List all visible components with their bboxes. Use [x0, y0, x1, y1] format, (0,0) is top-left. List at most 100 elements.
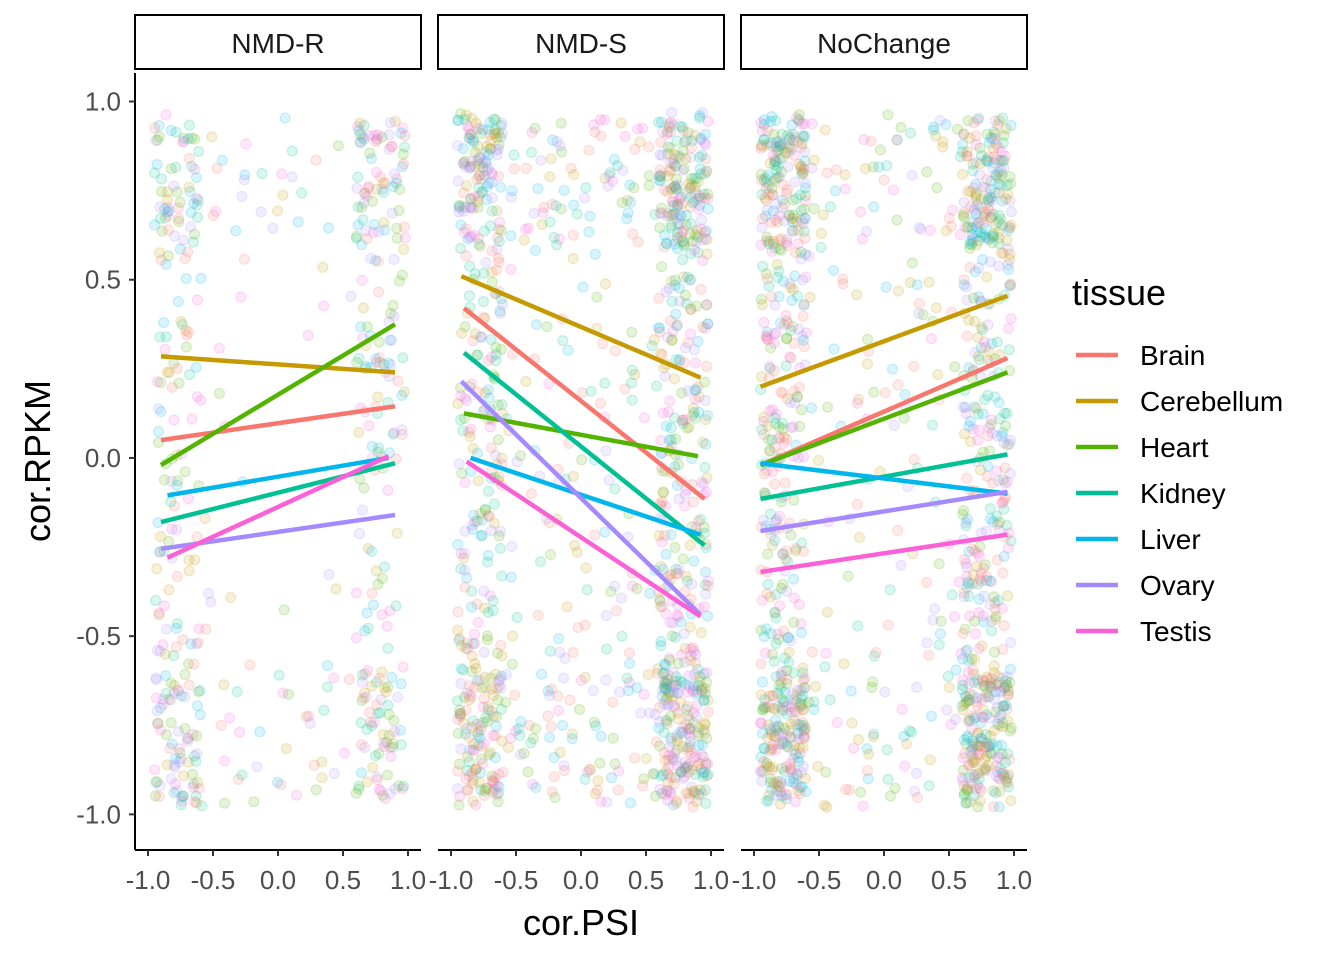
- scatter-point: [514, 748, 527, 761]
- scatter-point: [590, 720, 602, 732]
- scatter-point: [366, 680, 378, 692]
- scatter-point: [548, 771, 560, 783]
- scatter-point: [700, 153, 712, 165]
- scatter-point: [996, 739, 1008, 752]
- scatter-point: [548, 231, 560, 243]
- scatter-point: [905, 127, 917, 139]
- scatter-point: [661, 674, 674, 686]
- scatter-point: [183, 152, 195, 164]
- scatter-point: [388, 427, 400, 439]
- scatter-point: [684, 328, 697, 340]
- scatter-point: [973, 354, 985, 366]
- scatter-point: [993, 801, 1005, 813]
- scatter-point: [769, 412, 781, 424]
- scatter-point: [665, 182, 678, 194]
- scatter-point: [667, 195, 679, 208]
- scatter-point: [656, 684, 669, 696]
- x-tick-label: 0.0: [563, 865, 599, 895]
- scatter-point: [355, 137, 367, 149]
- scatter-point: [974, 795, 986, 807]
- scatter-point: [760, 623, 772, 635]
- scatter-point: [153, 130, 165, 143]
- legend-label: Testis: [1140, 616, 1212, 647]
- scatter-point: [769, 478, 781, 490]
- scatter-point: [546, 786, 558, 798]
- scatter-point: [699, 688, 712, 700]
- scatter-point: [583, 144, 595, 156]
- scatter-point: [373, 783, 385, 796]
- scatter-point: [701, 732, 713, 745]
- scatter-point: [653, 701, 666, 714]
- scatter-point: [699, 128, 712, 140]
- scatter-point: [378, 217, 390, 229]
- scatter-point: [661, 715, 673, 727]
- scatter-point: [169, 761, 181, 773]
- scatter-point: [240, 138, 252, 150]
- scatter-point: [685, 650, 697, 662]
- scatter-point: [372, 129, 384, 141]
- scatter-point: [579, 773, 591, 786]
- scatter-point: [191, 192, 203, 204]
- scatter-point: [770, 789, 782, 801]
- scatter-point: [589, 529, 601, 541]
- scatter-point: [345, 290, 357, 303]
- scatter-point: [778, 319, 790, 331]
- scatter-point: [458, 691, 471, 703]
- scatter-point: [690, 173, 703, 185]
- scatter-point: [796, 537, 808, 549]
- scatter-point: [492, 252, 505, 264]
- scatter-point: [677, 772, 690, 784]
- scatter-point: [354, 128, 366, 141]
- scatter-point: [151, 158, 163, 171]
- scatter-point: [183, 565, 195, 577]
- scatter-point: [854, 786, 867, 798]
- facet-strip-box: [740, 14, 1028, 70]
- scatter-point: [190, 790, 202, 802]
- scatter-point: [394, 183, 406, 195]
- scatter-point: [819, 124, 831, 136]
- scatter-point: [571, 546, 583, 558]
- scatter-point: [805, 402, 818, 414]
- scatter-point: [392, 375, 404, 387]
- scatter-point: [857, 800, 869, 812]
- scatter-point: [657, 768, 669, 781]
- scatter-point: [460, 704, 472, 716]
- scatter-point: [1004, 278, 1017, 290]
- scatter-point: [666, 335, 678, 347]
- scatter-point: [942, 670, 954, 683]
- scatter-point: [695, 763, 707, 775]
- scatter-point: [474, 240, 486, 252]
- scatter-point: [496, 127, 508, 140]
- scatter-point: [758, 411, 770, 423]
- scatter-point: [165, 163, 177, 175]
- scatter-point: [663, 749, 675, 762]
- scatter-point: [700, 797, 712, 810]
- scatter-point: [399, 232, 411, 244]
- scatter-point: [687, 197, 699, 209]
- scatter-point: [693, 190, 706, 202]
- scatter-point: [971, 700, 984, 712]
- scatter-point: [755, 689, 767, 701]
- scatter-point: [177, 136, 189, 148]
- scatter-point: [352, 201, 364, 213]
- scatter-point: [453, 632, 466, 645]
- scatter-point: [543, 731, 556, 744]
- scatter-point: [678, 357, 691, 369]
- scatter-point: [158, 317, 170, 329]
- scatter-point: [609, 483, 621, 495]
- scatter-point: [668, 373, 681, 385]
- scatter-point: [898, 730, 910, 742]
- scatter-point: [557, 335, 569, 347]
- scatter-point: [476, 186, 488, 198]
- scatter-point: [160, 687, 172, 700]
- scatter-point: [874, 144, 887, 156]
- scatter-point: [356, 239, 368, 251]
- scatter-point: [248, 796, 260, 808]
- scatter-point: [658, 681, 671, 693]
- scatter-point: [475, 724, 487, 736]
- scatter-point: [149, 764, 161, 776]
- scatter-point: [667, 158, 680, 170]
- scatter-point: [153, 607, 165, 619]
- scatter-point: [458, 717, 470, 729]
- scatter-point: [462, 784, 474, 797]
